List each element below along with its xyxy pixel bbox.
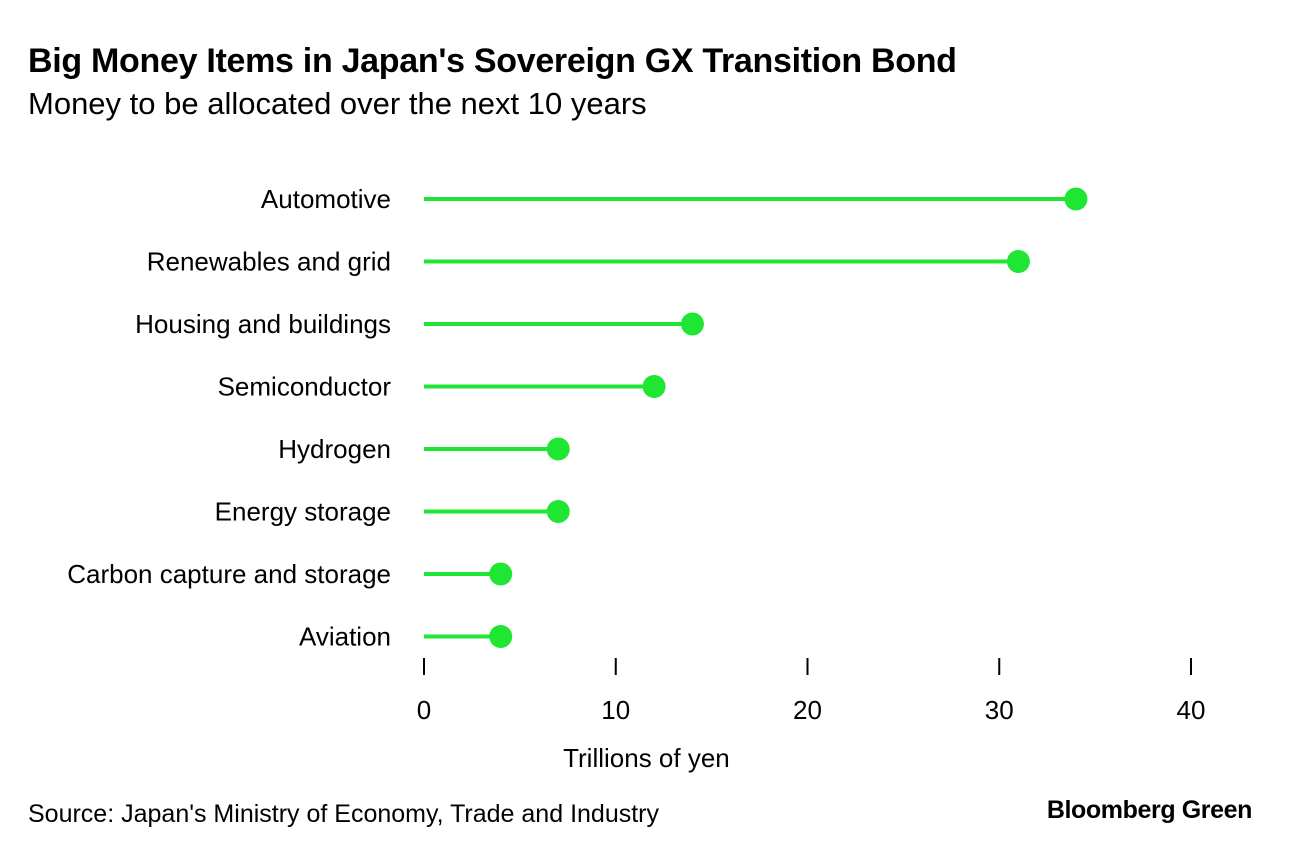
x-tick-label: 10 [601,695,630,725]
category-label: Energy storage [215,497,391,527]
category-label: Aviation [299,622,391,652]
lollipop-dot [1064,187,1088,211]
x-tick-label: 40 [1177,695,1206,725]
chart-subtitle: Money to be allocated over the next 10 y… [28,86,647,121]
brand-logo: Bloomberg Green [1046,796,1253,824]
lollipop-dot [1006,250,1030,273]
source-note: Source: Japan's Ministry of Economy, Tra… [28,800,659,828]
x-tick-label: 20 [793,695,822,725]
x-tick-label: 30 [985,695,1014,725]
lollipop-dot [546,500,570,523]
lollipop-dot [680,312,704,336]
x-tick-label: 0 [417,695,431,725]
lollipop-dot [489,625,513,648]
lollipop-dot [642,375,666,398]
lollipop-dot [546,437,570,461]
category-label: Renewables and grid [147,247,391,277]
category-label: Automotive [261,184,391,214]
category-label: Semiconductor [218,372,392,402]
lollipop-dot [489,562,513,586]
lollipop-chart: Automotive Renewables and grid Housing and… [67,184,1206,773]
category-label: Carbon capture and storage [67,559,391,589]
chart-title: Big Money Items in Japan's Sovereign GX … [28,42,957,80]
category-label: Hydrogen [278,434,391,464]
category-label: Housing and buildings [135,309,391,339]
x-axis-label: Trillions of yen [563,743,730,773]
